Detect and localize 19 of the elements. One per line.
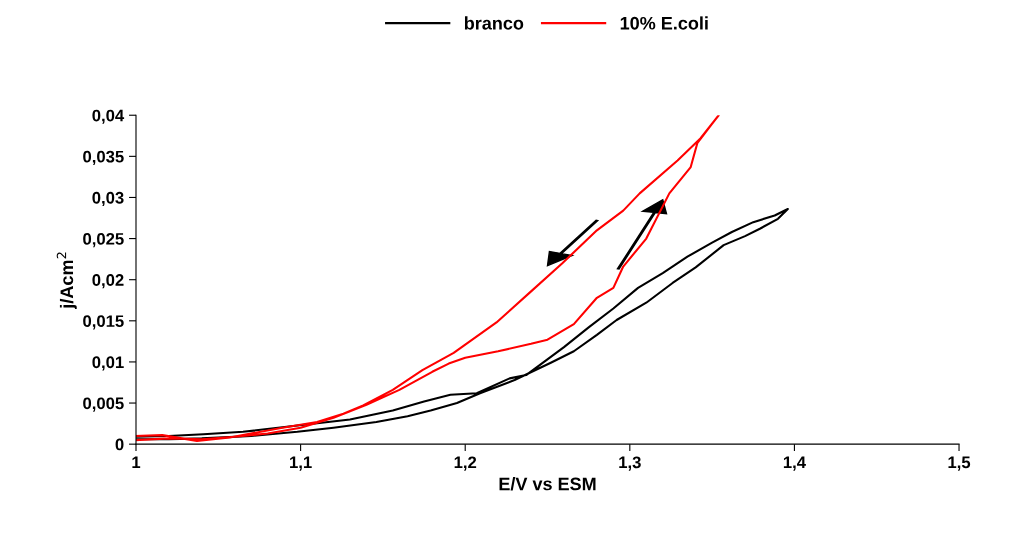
x-tick-label: 1 [132,456,141,469]
x-tick-label: 1,2 [454,456,477,471]
y-tick-label: 0,015 [83,315,124,330]
y-tick-label: 0,005 [83,397,124,412]
x-axis-title: E/V vs ESM [499,477,596,491]
y-tick-label: 0,02 [92,274,124,289]
x-tick-label: 1,3 [619,456,641,471]
y-axis-title: j/Acm$^{2}$ [56,252,77,309]
y-tick-label: 0,025 [83,232,124,248]
x-tick-label: 1,5 [948,456,971,471]
legend-label: branco [464,16,524,30]
y-tick-label: 0,01 [92,356,124,371]
x-tick-label: 1,4 [783,456,806,471]
y-tick-label: 0,04 [92,109,125,124]
x-tick-label: 1,1 [290,456,312,471]
y-tick-label: 0,035 [83,150,124,165]
y-tick-label: 0 [115,438,124,451]
y-tick-label: 0,03 [92,191,124,207]
legend-label: 10% E.coli [620,16,708,30]
